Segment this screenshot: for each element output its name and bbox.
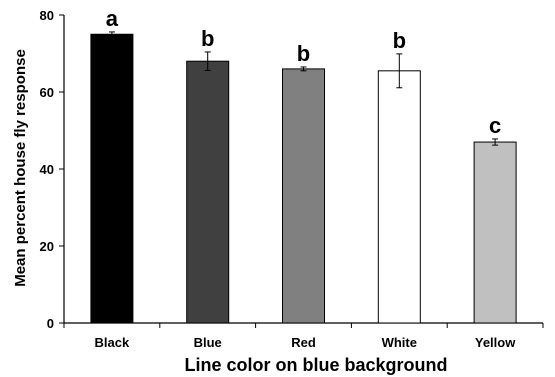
plot-area: 0 20 40 60 80 a Black b Blue b Red b White c Yellow — [40, 6, 544, 350]
significance-label: b — [393, 28, 406, 53]
bar — [90, 33, 134, 324]
bar — [473, 141, 517, 324]
x-tick-label: Red — [291, 335, 316, 350]
y-tick-label: 80 — [40, 8, 54, 23]
significance-label: a — [106, 6, 119, 31]
bar — [186, 60, 230, 324]
y-axis-title: Mean percent house fly response — [12, 49, 29, 287]
y-tick-label: 0 — [47, 316, 54, 331]
significance-label: b — [201, 26, 214, 51]
x-tick-label: Yellow — [475, 335, 516, 350]
significance-label: c — [489, 113, 501, 138]
x-tick-label: Black — [95, 335, 130, 350]
y-axis-title-group: Mean percent house fly response — [12, 49, 29, 287]
y-tick-label: 60 — [40, 85, 54, 100]
y-tick-label: 20 — [40, 239, 54, 254]
bar — [282, 68, 325, 324]
y-tick-label: 40 — [40, 162, 54, 177]
x-axis-title: Line color on blue background — [184, 355, 447, 375]
bar — [377, 70, 421, 324]
x-tick-label: Blue — [194, 335, 222, 350]
x-tick-label: White — [382, 335, 417, 350]
significance-label: b — [297, 41, 310, 66]
